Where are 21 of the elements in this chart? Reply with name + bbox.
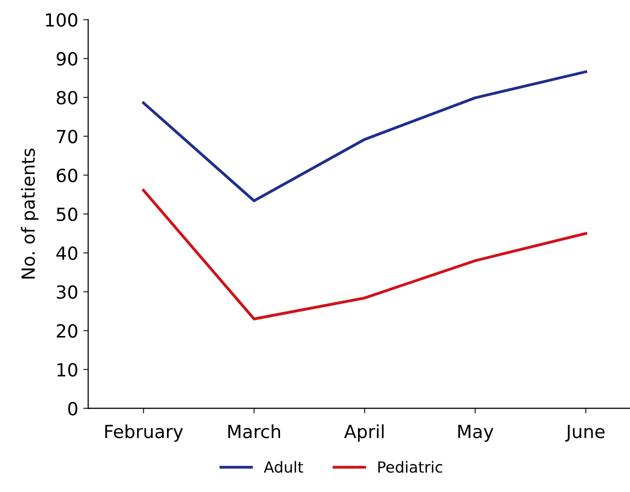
y-tick-label: 10 (57, 362, 78, 377)
y-tick-label: 50 (56, 207, 78, 222)
y-tick-label: 70 (56, 130, 78, 144)
y-tick-label: 0 (68, 402, 78, 416)
y-tick-label: 90 (56, 52, 78, 66)
x-tick-label: May (458, 424, 494, 442)
y-tick-label: 30 (56, 285, 78, 299)
y-axis-title: No. of patients (20, 148, 38, 279)
y-tick-label: 40 (56, 246, 78, 260)
legend-label: Pediatric (378, 460, 442, 473)
y-tick-label: 80 (56, 90, 78, 105)
line-series (142, 188, 588, 320)
legend-label: Adult (264, 460, 304, 473)
x-tick-label: April (344, 424, 384, 442)
line-series (142, 70, 588, 202)
x-tick-label: March (228, 424, 280, 438)
y-tick-label: 60 (56, 168, 78, 182)
y-tick-label: 100 (46, 13, 78, 27)
y-tick-label: 20 (56, 324, 78, 338)
x-tick-label: June (565, 424, 604, 442)
x-tick-label: February (105, 424, 183, 442)
